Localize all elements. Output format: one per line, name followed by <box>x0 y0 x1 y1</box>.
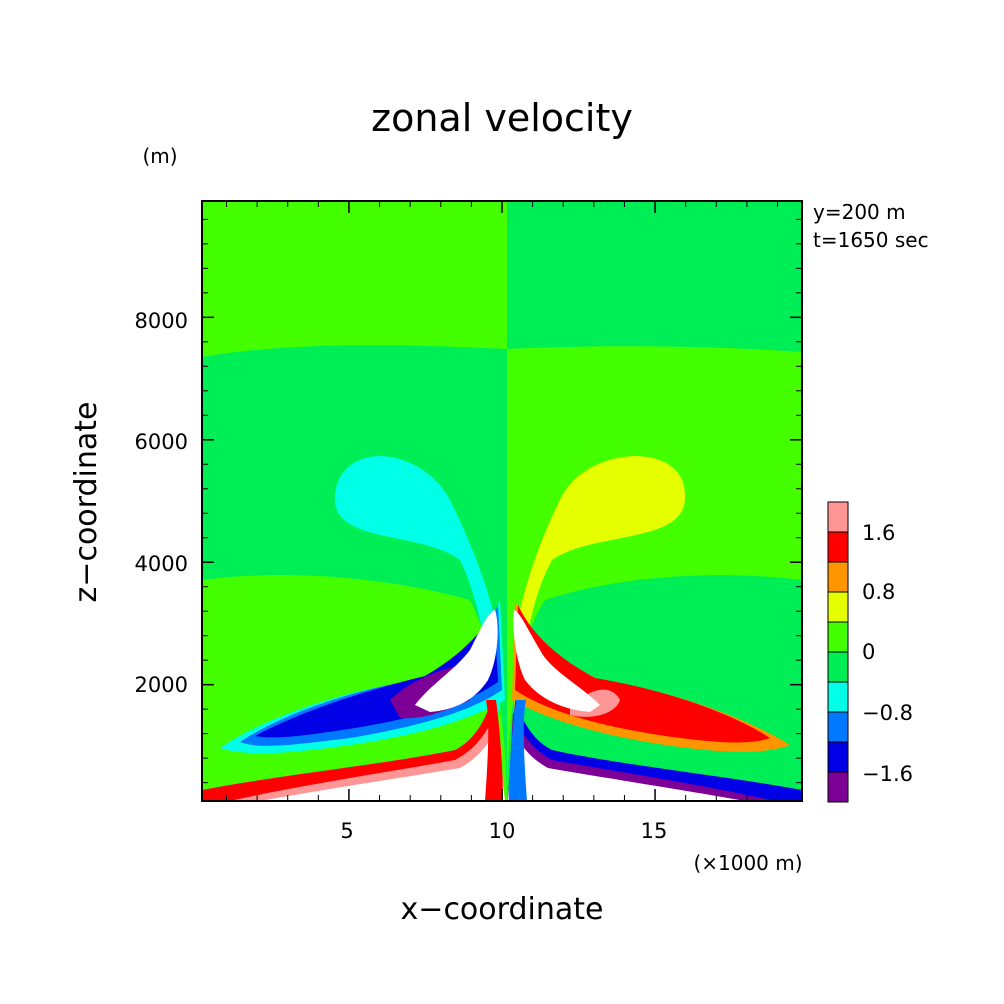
colorbar-label-1.6: 1.6 <box>862 521 895 545</box>
chart-title: zonal velocity <box>371 96 633 140</box>
centerline-left <box>485 700 503 801</box>
x-tick-label-10: 10 <box>489 819 516 843</box>
colorbar: 1.6 0.8 0 −0.8 −1.6 <box>827 501 913 803</box>
y-axis: 2000 4000 6000 8000 z−coordinate <box>69 218 802 784</box>
x-tick-label-5: 5 <box>340 819 353 843</box>
x-unit-label: (×1000 m) <box>693 851 802 875</box>
centerline-right <box>509 700 527 801</box>
annotation-t: t=1650 sec <box>813 228 929 252</box>
plot-area <box>202 201 802 801</box>
core-left-upper <box>415 610 498 712</box>
x-axis: 5 10 15 (×1000 m) x−coordinate <box>225 201 803 927</box>
y-tick-label-6000: 6000 <box>135 430 188 454</box>
y-unit-label: (m) <box>142 144 177 168</box>
colorbar-label-0: 0 <box>862 640 875 664</box>
surface-right-core <box>508 730 745 801</box>
colorbar-swatch <box>827 681 849 713</box>
anvil-right <box>514 456 686 720</box>
colorbar-swatch <box>827 711 849 743</box>
colorbar-swatch <box>827 651 849 683</box>
colorbar-swatch <box>827 501 849 533</box>
colorbar-label-0.8: 0.8 <box>862 580 895 604</box>
colorbar-swatch <box>827 741 849 773</box>
colorbar-label-neg1.6: −1.6 <box>862 762 913 786</box>
colorbar-label-neg0.8: −0.8 <box>862 701 913 725</box>
y-tick-label-4000: 4000 <box>135 552 188 576</box>
core-right-upper <box>513 610 600 712</box>
colorbar-frame <box>827 501 849 803</box>
y-tick-label-8000: 8000 <box>135 309 188 333</box>
annotation-y: y=200 m <box>813 200 906 224</box>
colorbar-swatch <box>827 531 849 563</box>
colorbar-swatch <box>827 561 849 593</box>
colorbar-swatch <box>827 621 849 653</box>
anvil-left <box>334 456 500 720</box>
surface-left-core <box>260 730 505 801</box>
y-tick-label-2000: 2000 <box>135 673 188 697</box>
x-axis-label: x−coordinate <box>401 892 604 927</box>
x-tick-label-15: 15 <box>641 819 668 843</box>
y-axis-label: z−coordinate <box>69 402 104 603</box>
colorbar-swatch <box>827 591 849 623</box>
colorbar-swatch <box>827 771 849 803</box>
